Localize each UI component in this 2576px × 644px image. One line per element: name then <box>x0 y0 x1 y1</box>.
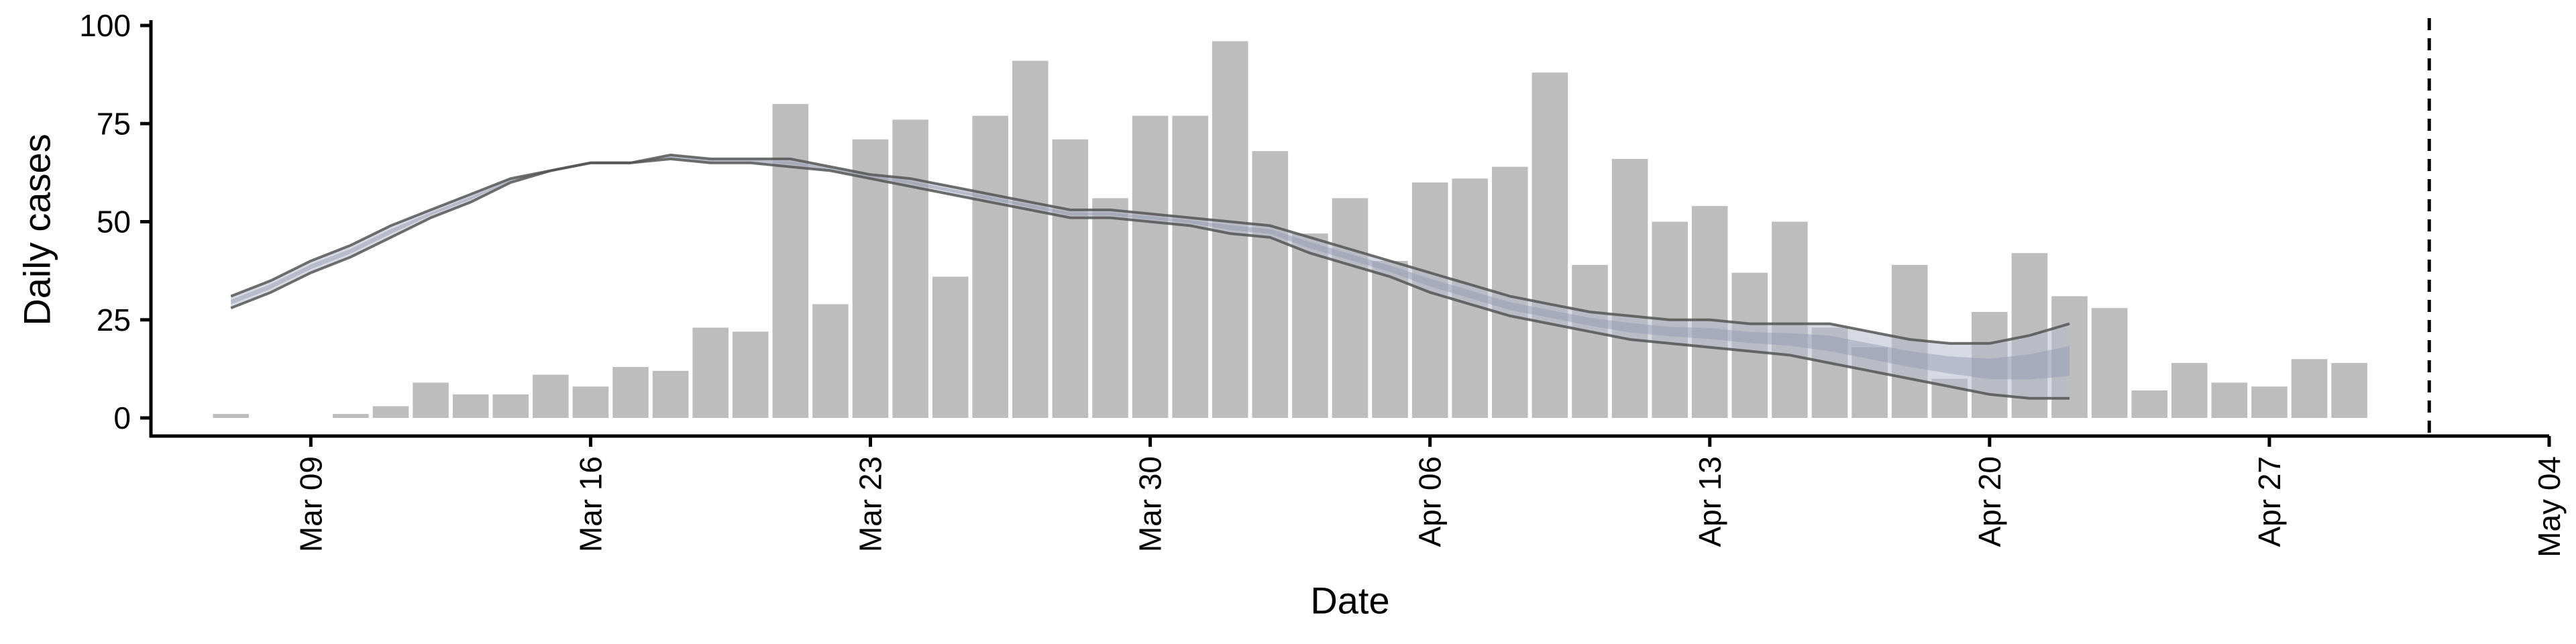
bar <box>1092 198 1128 418</box>
bar <box>1012 60 1049 419</box>
estimate-band-inner <box>231 156 2070 380</box>
bar <box>1411 182 1448 418</box>
bar <box>812 304 849 418</box>
bar <box>852 139 889 418</box>
y-tick-label: 25 <box>97 303 131 337</box>
x-tick-label: Apr 20 <box>1972 456 2007 547</box>
bar <box>1532 72 1568 418</box>
bar <box>572 386 609 418</box>
bar <box>492 394 529 418</box>
x-tick-label: Mar 23 <box>853 456 888 552</box>
bar <box>2091 308 2128 418</box>
bar <box>932 276 969 418</box>
bar <box>1332 198 1368 418</box>
x-axis-title: Date <box>1310 580 1389 622</box>
bar <box>692 327 729 418</box>
bar <box>2251 386 2288 418</box>
y-axis-title: Daily cases <box>16 133 58 325</box>
y-tick-label: 100 <box>79 8 131 43</box>
bar <box>2171 363 2208 418</box>
bar <box>1252 151 1289 418</box>
y-tick-label: 50 <box>97 205 131 239</box>
bar <box>892 119 928 418</box>
bar <box>333 414 369 418</box>
bar <box>2211 382 2248 418</box>
x-tick-label: Apr 06 <box>1413 456 1448 547</box>
bar <box>652 370 689 418</box>
axes-layer: 0 25 50 75 100 Mar 09 Mar 16 Mar 23 Mar 30 Apr 06… <box>79 8 2567 557</box>
bar <box>1772 221 1808 418</box>
estimate-lower-line <box>230 157 2070 400</box>
bar <box>1691 206 1728 418</box>
bar <box>972 115 1008 418</box>
bar <box>1372 261 1408 418</box>
bar <box>1611 158 1648 418</box>
bar <box>2291 359 2328 419</box>
bar <box>2331 363 2367 418</box>
bar <box>1572 264 1608 418</box>
bar <box>413 382 449 418</box>
bar <box>612 367 649 418</box>
bar <box>452 394 489 418</box>
bar <box>1172 115 1208 418</box>
estimate-band-layer <box>230 153 2070 400</box>
x-tick-label: Mar 09 <box>293 456 328 552</box>
y-tick-label: 0 <box>113 400 131 435</box>
y-tick-label: 75 <box>97 106 131 141</box>
bar <box>372 406 409 418</box>
x-tick-label: Mar 30 <box>1133 456 1168 552</box>
bar <box>2131 390 2167 418</box>
x-tick-label: Apr 13 <box>1693 456 1727 547</box>
bar <box>772 104 809 418</box>
bar <box>213 414 249 418</box>
bar <box>732 331 769 418</box>
x-tick-label: Apr 27 <box>2252 456 2287 547</box>
bar <box>1132 115 1169 418</box>
bar <box>1052 139 1089 418</box>
bar <box>1292 233 1328 418</box>
x-tick-label: Mar 16 <box>573 456 608 552</box>
x-tick-label: May 04 <box>2532 456 2567 557</box>
bar <box>533 374 569 418</box>
